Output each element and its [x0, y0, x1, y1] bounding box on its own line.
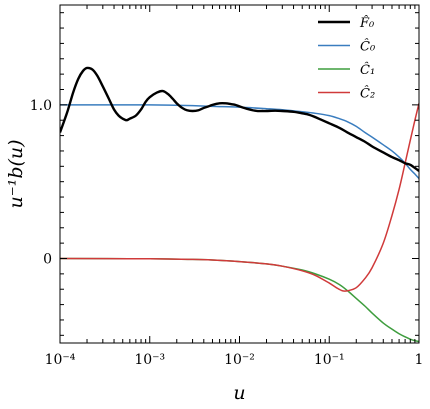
legend-label: Ĉ₀: [360, 38, 376, 55]
x-tick-label: 10⁻²: [224, 352, 255, 368]
legend: F̂₀ Ĉ₀ Ĉ₁ Ĉ₂: [318, 15, 376, 102]
legend-label: F̂₀: [359, 15, 375, 31]
x-tick-label: 10⁻⁴: [45, 352, 76, 368]
x-tick-label: 1: [415, 352, 424, 368]
y-tick-label: 1.0: [30, 98, 52, 114]
x-axis-label: u: [233, 382, 245, 404]
plot-frame: [59, 4, 420, 344]
tick-labels: 10⁻⁴ 10⁻³ 10⁻² 10⁻¹ 1 0 1.0: [30, 98, 424, 368]
x-tick-label: 10⁻¹: [314, 352, 345, 368]
axis-ticks: [59, 5, 420, 343]
series-line-0: [60, 66, 419, 172]
y-axis-label: u⁻¹b(u): [5, 139, 27, 208]
y-tick-label: 0: [43, 252, 52, 268]
series-line-2: [60, 257, 419, 343]
legend-label: Ĉ₂: [360, 85, 375, 102]
series-line-3: [60, 103, 419, 292]
x-tick-label: 10⁻³: [134, 352, 165, 368]
legend-label: Ĉ₁: [360, 61, 375, 78]
plot-lines: [60, 66, 419, 343]
